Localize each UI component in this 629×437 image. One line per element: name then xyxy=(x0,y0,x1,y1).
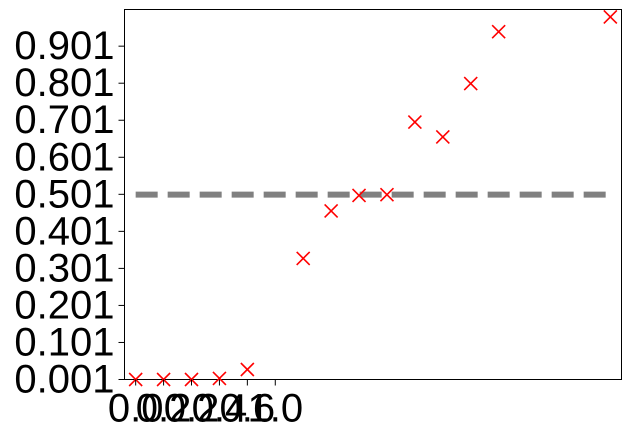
x-tick-label: 0.6 xyxy=(220,387,276,431)
x-tick-label: 0.2 xyxy=(164,387,220,431)
data-point xyxy=(324,203,339,219)
y-tick-label: 0.301 xyxy=(14,246,114,290)
y-axis: 0.0010.1010.2010.3010.4010.5010.6010.701… xyxy=(14,24,125,402)
data-point xyxy=(603,9,618,24)
data-point xyxy=(240,362,255,377)
y-tick-label: 0.901 xyxy=(14,24,114,68)
x-tick-label: 0.2 xyxy=(136,387,192,431)
data-point xyxy=(435,129,450,144)
x-tick-label: 0.0 xyxy=(108,387,164,431)
y-tick-label: 0.601 xyxy=(14,135,114,179)
y-tick-label: 0.801 xyxy=(14,61,114,105)
data-point xyxy=(491,24,506,39)
x-axis: 0.00.20.20.40.61.0 xyxy=(108,379,303,431)
data-point xyxy=(407,115,422,130)
y-tick-label: 0.001 xyxy=(14,358,114,402)
y-tick-label: 0.101 xyxy=(14,320,114,364)
y-tick-label: 0.701 xyxy=(14,98,114,142)
data-point xyxy=(351,188,367,203)
x-tick-label: 1.0 xyxy=(247,387,303,431)
y-tick-label: 0.401 xyxy=(14,209,114,253)
data-point xyxy=(463,76,478,91)
data-point xyxy=(212,371,227,386)
y-tick-label: 0.201 xyxy=(14,283,114,327)
data-point xyxy=(296,251,311,266)
data-point xyxy=(379,187,395,202)
x-tick-label: 0.4 xyxy=(192,387,248,431)
y-tick-label: 0.501 xyxy=(14,172,114,216)
markers-layer xyxy=(128,9,618,387)
